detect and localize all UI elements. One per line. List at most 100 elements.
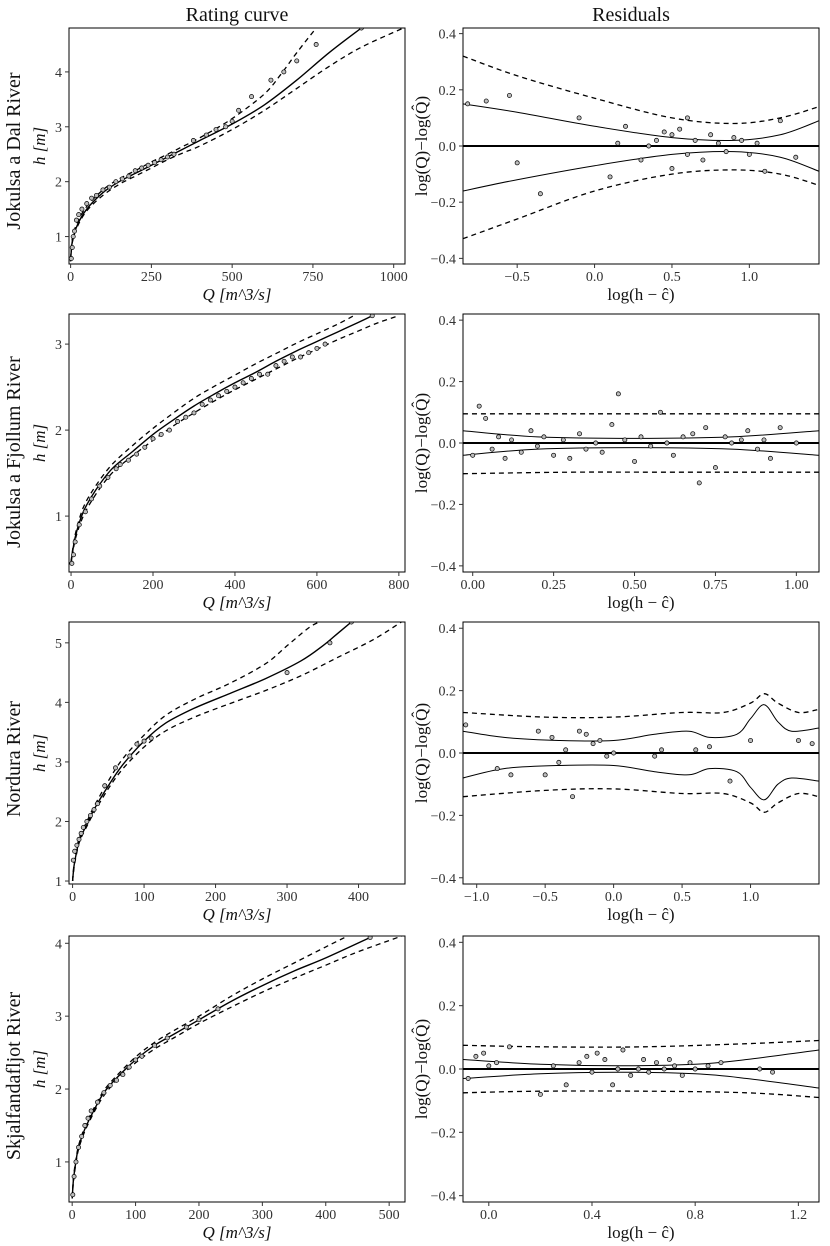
data-point — [620, 1047, 626, 1053]
data-point — [76, 1144, 81, 1150]
data-point — [646, 143, 652, 149]
data-point — [589, 1069, 595, 1075]
data-point — [248, 376, 254, 381]
data-point — [306, 350, 312, 356]
data-point — [294, 58, 300, 64]
data-point — [762, 168, 768, 174]
data-point — [289, 354, 295, 360]
data-point — [69, 560, 75, 566]
data-point — [641, 1057, 647, 1062]
data-point — [139, 165, 145, 171]
data-point — [729, 440, 735, 446]
data-point — [257, 371, 262, 377]
plot-frame — [68, 27, 406, 265]
data-point — [594, 1050, 600, 1056]
data-point — [88, 1108, 94, 1114]
y-tick-label: 4 — [55, 66, 62, 81]
data-point — [648, 443, 654, 449]
data-point — [754, 140, 760, 146]
data-point — [191, 410, 197, 416]
row-label-1: Jokulsa a Dal River — [3, 72, 25, 230]
y-tick-label: 2 — [55, 1083, 62, 1098]
data-point — [72, 228, 77, 234]
upper-band-line — [70, 315, 355, 562]
y-tick-label: 0.2 — [439, 685, 457, 700]
data-point — [133, 1057, 139, 1063]
outer-lower-band — [463, 169, 819, 240]
y-axis-label: h [m] — [30, 1050, 49, 1088]
panel-residual-1: −0.5 0.0 0.5 1.0 −0.4 −0.2 0.0 0.2 0.4 log(h − ĉ)… — [412, 27, 820, 304]
data-point — [85, 1115, 91, 1121]
data-point — [69, 256, 74, 261]
x-tick-label: 400 — [315, 1208, 336, 1223]
y-tick-label: 0.2 — [439, 84, 457, 99]
plot-area — [463, 55, 819, 240]
plot-area — [463, 693, 819, 813]
data-point — [679, 1072, 685, 1078]
data-point — [528, 428, 534, 434]
data-point — [604, 753, 610, 759]
inner-lower-band — [463, 151, 819, 192]
x-tick-label: 0.5 — [673, 890, 691, 905]
row-label-3: Nordura River — [3, 701, 25, 817]
data-point — [672, 1063, 677, 1069]
data-point — [223, 124, 229, 130]
data-point — [232, 384, 238, 390]
data-point — [607, 174, 613, 180]
y-axis-label: log(Q)−log(Q̂) — [412, 96, 431, 196]
data-point — [746, 151, 752, 157]
data-point — [101, 1090, 107, 1096]
data-point — [563, 747, 569, 753]
data-point — [166, 427, 172, 433]
x-tick-label: 0.4 — [583, 1208, 601, 1223]
data-point — [102, 783, 108, 789]
y-tick-label: 0.0 — [439, 1063, 457, 1078]
data-point — [518, 449, 524, 455]
data-point — [615, 1066, 621, 1072]
plot-frame — [68, 621, 406, 885]
x-tick-label: 100 — [125, 1208, 146, 1223]
data-point — [597, 738, 603, 743]
data-point — [107, 1082, 113, 1088]
x-tick-label: 200 — [143, 578, 164, 593]
data-point — [183, 1024, 189, 1030]
data-point — [722, 434, 728, 440]
data-point — [541, 434, 547, 440]
y-tick-label: −0.2 — [431, 498, 456, 513]
x-tick-label: 0.0 — [605, 890, 623, 905]
data-point — [712, 465, 718, 471]
data-point — [229, 118, 235, 124]
data-point — [638, 157, 644, 163]
y-tick-label: 3 — [55, 338, 62, 353]
data-point — [70, 1192, 76, 1198]
y-tick-label: 5 — [55, 637, 62, 652]
data-point — [666, 1057, 672, 1062]
data-point — [690, 431, 696, 437]
data-point — [89, 195, 95, 201]
data-point — [150, 436, 156, 442]
data-point — [590, 741, 596, 747]
plot-area — [463, 391, 819, 486]
data-point — [727, 778, 733, 784]
data-point — [755, 446, 760, 452]
upper-band-line — [69, 28, 317, 259]
data-point — [534, 443, 540, 449]
data-point — [494, 766, 500, 772]
data-point — [113, 765, 118, 771]
data-point — [506, 92, 512, 98]
data-point — [599, 449, 605, 455]
x-tick-label: 0 — [68, 578, 75, 593]
data-point — [106, 184, 112, 190]
data-point — [473, 1053, 479, 1059]
data-point — [95, 1099, 100, 1105]
data-point — [314, 345, 320, 351]
data-point — [73, 1159, 79, 1165]
y-tick-label: 3 — [55, 756, 62, 771]
y-tick-label: 2 — [55, 424, 62, 439]
data-point — [117, 462, 123, 467]
data-point — [731, 135, 737, 141]
data-point — [152, 1042, 158, 1048]
data-point — [249, 94, 254, 100]
y-tick-label: 0.2 — [439, 1000, 457, 1015]
data-point — [152, 160, 158, 165]
